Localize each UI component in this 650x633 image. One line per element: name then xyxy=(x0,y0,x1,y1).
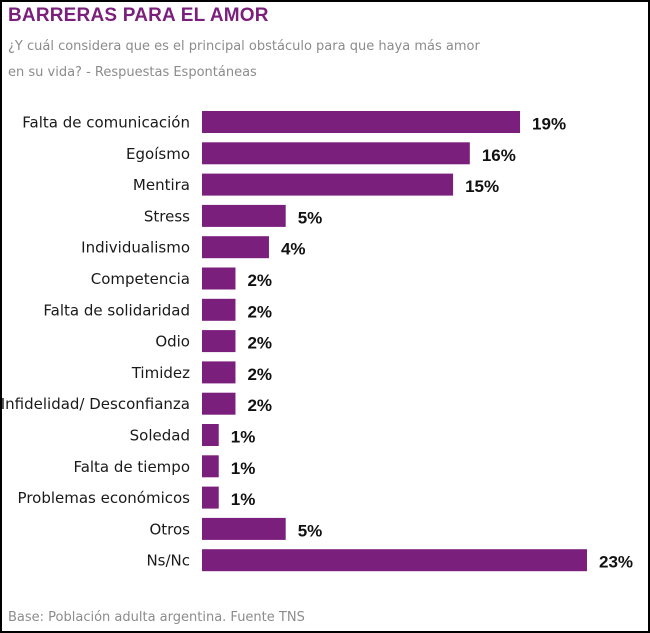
category-label-stress: Stress xyxy=(144,207,190,225)
category-label-timidez: Timidez xyxy=(131,364,190,382)
value-label-mentira: 15% xyxy=(465,177,499,196)
bar-stress xyxy=(202,204,286,227)
category-label-otros: Otros xyxy=(149,520,190,538)
value-label-infidelidad-desconfianza: 2% xyxy=(247,396,272,415)
bar-infidelidad-desconfianza xyxy=(202,392,236,415)
value-label-timidez: 2% xyxy=(247,365,272,384)
value-label-egoismo: 16% xyxy=(482,146,516,165)
category-label-egoismo: Egoísmo xyxy=(126,145,190,163)
bar-falta-de-comunicacion xyxy=(202,111,521,133)
bar-individualismo xyxy=(202,236,269,259)
source-note: Base: Población adulta argentina. Fuente… xyxy=(8,610,305,625)
chart-title: BARRERAS PARA EL AMOR xyxy=(8,5,269,26)
bar-soledad xyxy=(202,424,219,446)
category-label-mentira: Mentira xyxy=(133,176,190,194)
value-label-falta-de-comunicacion: 19% xyxy=(532,114,566,133)
bars-layer: Falta de comunicación 19% Egoísmo 16% Mentir… xyxy=(2,111,633,572)
category-label-infidelidad-desconfianza: Infidelidad/ Desconfianza xyxy=(2,395,190,413)
value-label-falta-de-tiempo: 1% xyxy=(231,459,256,478)
bar-falta-de-solidaridad xyxy=(202,298,236,321)
value-label-ns-nc: 23% xyxy=(599,553,633,572)
category-label-falta-de-solidaridad: Falta de solidaridad xyxy=(43,301,190,319)
chart-subtitle: ¿Y cuál considera que es el principal ob… xyxy=(8,39,480,80)
bar-mentira xyxy=(202,173,454,196)
category-label-soledad: Soledad xyxy=(130,427,190,445)
bar-competencia xyxy=(202,267,236,290)
category-label-individualismo: Individualismo xyxy=(81,239,190,257)
value-label-problemas-economicos: 1% xyxy=(231,490,256,509)
value-label-odio: 2% xyxy=(247,334,272,353)
bar-problemas-economicos xyxy=(202,486,219,509)
category-label-falta-de-comunicacion: Falta de comunicación xyxy=(22,114,190,132)
category-label-ns-nc: Ns/Nc xyxy=(146,552,190,570)
bar-timidez xyxy=(202,361,236,384)
value-label-soledad: 1% xyxy=(231,427,256,446)
value-label-individualismo: 4% xyxy=(281,240,306,259)
category-label-competencia: Competencia xyxy=(91,270,190,288)
bar-odio xyxy=(202,330,236,353)
bar-egoismo xyxy=(202,142,470,165)
bar-ns-nc xyxy=(202,549,587,572)
value-label-falta-de-solidaridad: 2% xyxy=(247,302,272,321)
bar-falta-de-tiempo xyxy=(202,455,219,478)
value-label-competencia: 2% xyxy=(247,271,272,290)
value-label-otros: 5% xyxy=(298,521,323,540)
category-label-odio: Odio xyxy=(155,333,190,351)
category-label-falta-de-tiempo: Falta de tiempo xyxy=(73,458,190,476)
value-label-stress: 5% xyxy=(298,208,323,227)
bar-otros xyxy=(202,517,286,540)
category-label-problemas-economicos: Problemas económicos xyxy=(18,489,191,507)
